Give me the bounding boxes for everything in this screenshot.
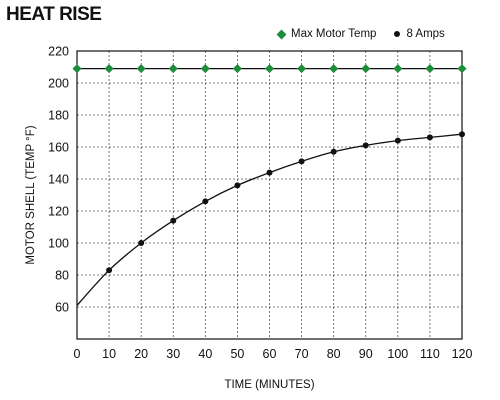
data-point-8-amps — [202, 198, 209, 205]
data-point-max-motor-temp — [297, 64, 307, 74]
x-tick-label: 30 — [166, 347, 180, 361]
plot-frame — [76, 50, 463, 340]
data-point-max-motor-temp — [168, 64, 178, 74]
data-point-max-motor-temp — [200, 64, 210, 74]
dot-marker-icon — [394, 31, 401, 37]
data-point-8-amps — [426, 134, 433, 141]
chart-title: HEAT RISE — [6, 4, 102, 25]
x-tick-label: 120 — [452, 347, 473, 361]
data-point-max-motor-temp — [361, 64, 371, 74]
y-tick-label: 60 — [55, 301, 69, 315]
data-point-max-motor-temp — [136, 64, 146, 74]
x-tick-label: 40 — [198, 347, 212, 361]
data-point-max-motor-temp — [72, 64, 82, 74]
series-group — [72, 64, 467, 306]
x-tick-label: 60 — [263, 347, 277, 361]
legend-label-max-motor-temp: Max Motor Temp — [291, 28, 377, 40]
data-point-8-amps — [234, 182, 241, 189]
legend-item-max-motor-temp: Max Motor Temp — [276, 28, 377, 40]
data-point-max-motor-temp — [232, 64, 242, 74]
y-tick-labels: 60 80 100 120 140 160 180 200 220 — [48, 45, 69, 315]
y-tick-label: 120 — [48, 205, 69, 219]
x-tick-labels: 0 10 20 30 40 50 60 70 80 90 100 110 120 — [74, 347, 473, 361]
grid — [77, 51, 462, 339]
x-tick-label: 90 — [359, 347, 373, 361]
y-tick-label: 100 — [48, 237, 69, 251]
x-tick-label: 50 — [230, 347, 244, 361]
data-point-8-amps — [459, 131, 465, 138]
legend-item-8-amps: 8 Amps — [394, 28, 445, 40]
data-point-max-motor-temp — [329, 64, 339, 74]
x-tick-label: 10 — [102, 347, 116, 361]
data-point-max-motor-temp — [425, 64, 435, 74]
y-tick-label: 200 — [48, 77, 69, 91]
data-point-8-amps — [330, 148, 337, 155]
data-point-8-amps — [298, 158, 305, 165]
data-point-8-amps — [394, 137, 401, 144]
data-point-max-motor-temp — [104, 64, 114, 74]
y-tick-label: 80 — [55, 269, 69, 283]
x-tick-label: 0 — [74, 347, 81, 361]
x-tick-label: 20 — [134, 347, 148, 361]
x-tick-label: 70 — [295, 347, 309, 361]
x-tick-label: 110 — [420, 347, 440, 361]
data-point-max-motor-temp — [457, 64, 467, 74]
data-point-8-amps — [138, 240, 145, 246]
legend: Max Motor Temp 8 Amps — [276, 28, 463, 40]
y-tick-label: 160 — [48, 141, 69, 155]
data-point-8-amps — [266, 169, 273, 176]
data-point-8-amps — [362, 142, 369, 149]
data-point-8-amps — [106, 267, 113, 274]
data-point-max-motor-temp — [393, 64, 403, 74]
data-point-8-amps — [170, 217, 177, 224]
y-tick-label: 140 — [48, 173, 69, 187]
legend-label-8-amps: 8 Amps — [406, 28, 445, 40]
data-point-max-motor-temp — [264, 64, 275, 74]
x-tick-label: 100 — [387, 347, 408, 361]
x-axis-label: TIME (MINUTES) — [224, 379, 314, 391]
y-tick-label: 180 — [48, 109, 69, 123]
y-axis-label: MOTOR SHELL (TEMP °F) — [25, 125, 37, 264]
x-tick-label: 80 — [327, 347, 341, 361]
y-tick-label: 220 — [48, 45, 69, 59]
